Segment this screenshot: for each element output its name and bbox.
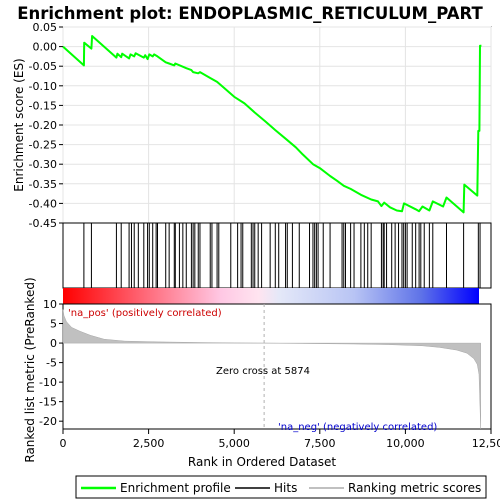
es-y-tick-label: 0.00 xyxy=(33,41,58,54)
x-tick-label: 0 xyxy=(60,437,67,450)
na-pos-label: 'na_pos' (positively correlated) xyxy=(68,308,222,319)
na-neg-label: 'na_neg' (negatively correlated) xyxy=(278,422,437,433)
x-tick-label: 10,000 xyxy=(386,437,425,450)
metric-y-tick-label: 5 xyxy=(50,318,57,331)
legend-enrichment-label: Enrichment profile xyxy=(120,481,231,495)
x-axis-label: Rank in Ordered Dataset xyxy=(188,455,336,469)
es-y-axis-label: Enrichment score (ES) xyxy=(12,58,26,191)
legend-box xyxy=(75,475,487,499)
metric-y-tick-label: 10 xyxy=(43,298,57,311)
es-y-axis: 0.05 0.00 -0.05 -0.10 -0.15 -0.20 -0.25 -0.30 -0… xyxy=(29,21,63,230)
ranking-metric-area xyxy=(62,309,481,430)
x-tick-label: 7,500 xyxy=(304,437,336,450)
es-y-tick-label: -0.15 xyxy=(29,99,57,112)
enrichment-profile-line xyxy=(62,35,482,214)
metric-y-axis: 10 5 0 -5 -10 -15 -20 xyxy=(39,298,63,428)
metric-y-axis-label: Ranked list metric (PreRanked) xyxy=(23,277,37,462)
metric-y-tick-label: 0 xyxy=(50,337,57,350)
es-y-tick-label: -0.25 xyxy=(29,139,57,152)
zero-cross-label: Zero cross at 5874 xyxy=(216,366,310,377)
legend-metric-label: Ranking metric scores xyxy=(348,481,481,495)
es-y-tick-label: -0.10 xyxy=(29,80,57,93)
metric-y-tick-label: -5 xyxy=(46,357,57,370)
chart-title: Enrichment plot: ENDOPLASMIC_RETICULUM_P… xyxy=(17,4,483,23)
es-y-tick-label: -0.20 xyxy=(29,119,57,132)
x-axis: 0 2,500 5,000 7,500 10,000 12,500 xyxy=(60,429,500,450)
es-y-tick-label: -0.35 xyxy=(29,178,57,191)
es-y-tick-label: -0.05 xyxy=(29,60,57,73)
es-grid xyxy=(62,26,492,224)
es-y-tick-label: -0.40 xyxy=(29,197,57,210)
x-tick-label: 12,500 xyxy=(472,437,500,450)
x-tick-label: 2,500 xyxy=(133,437,165,450)
metric-y-tick-label: -15 xyxy=(39,396,57,409)
es-y-tick-label: 0.05 xyxy=(33,21,58,34)
hits-marks xyxy=(83,223,481,288)
x-tick-label: 5,000 xyxy=(218,437,250,450)
rank-color-bar xyxy=(63,288,479,304)
es-y-tick-label: -0.45 xyxy=(29,217,57,230)
hits-panel-frame xyxy=(62,222,492,289)
metric-panel-frame xyxy=(62,303,492,430)
metric-y-tick-label: -10 xyxy=(39,376,57,389)
legend-hits-label: Hits xyxy=(274,481,297,495)
metric-y-tick-label: -20 xyxy=(39,415,57,428)
es-y-tick-label: -0.30 xyxy=(29,158,57,171)
